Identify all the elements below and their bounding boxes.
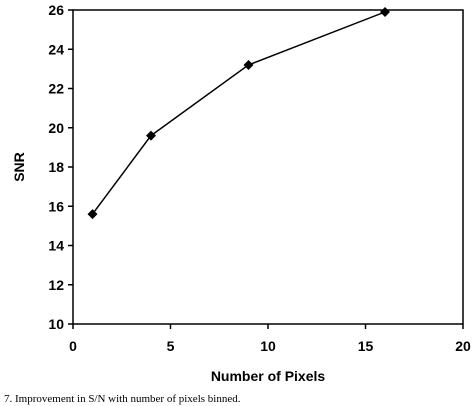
y-tick-label: 24 — [48, 41, 64, 57]
data-point — [87, 209, 98, 220]
x-axis-label: Number of Pixels — [211, 368, 326, 384]
data-point — [380, 6, 390, 17]
plot-frame — [72, 9, 464, 325]
data-point — [146, 130, 156, 141]
y-axis-label: SNR — [11, 152, 27, 182]
x-tick-label: 10 — [260, 338, 276, 354]
x-tick-label: 15 — [358, 338, 374, 354]
figure-caption: 7. Improvement in S/N with number of pix… — [4, 393, 241, 405]
y-tick-label: 16 — [48, 198, 64, 214]
data-point — [243, 59, 254, 70]
y-tick-label: 20 — [48, 120, 64, 136]
y-tick-label: 22 — [48, 81, 64, 97]
y-tick-label: 26 — [48, 2, 64, 18]
x-tick-label: 5 — [167, 338, 175, 354]
axis-ticks — [68, 9, 464, 329]
y-tick-label: 18 — [48, 159, 64, 175]
y-tick-label: 14 — [48, 238, 64, 254]
series-group — [87, 6, 390, 220]
x-tick-label: 20 — [455, 338, 471, 354]
x-tick-label: 0 — [69, 338, 77, 354]
y-tick-label: 12 — [48, 277, 64, 293]
y-tick-label: 10 — [48, 316, 64, 332]
series-line — [91, 11, 386, 215]
axis-tick-labels: 10 12 14 16 18 20 22 24 26 0 5 10 15 20 — [48, 2, 471, 354]
